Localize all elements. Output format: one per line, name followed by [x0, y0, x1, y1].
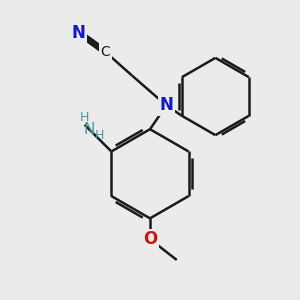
Text: C: C: [100, 45, 110, 59]
Text: N: N: [72, 24, 86, 42]
Text: N: N: [159, 96, 173, 114]
Text: O: O: [143, 230, 157, 248]
Text: N: N: [83, 122, 95, 137]
Text: H: H: [80, 111, 89, 124]
Text: H: H: [95, 129, 104, 142]
